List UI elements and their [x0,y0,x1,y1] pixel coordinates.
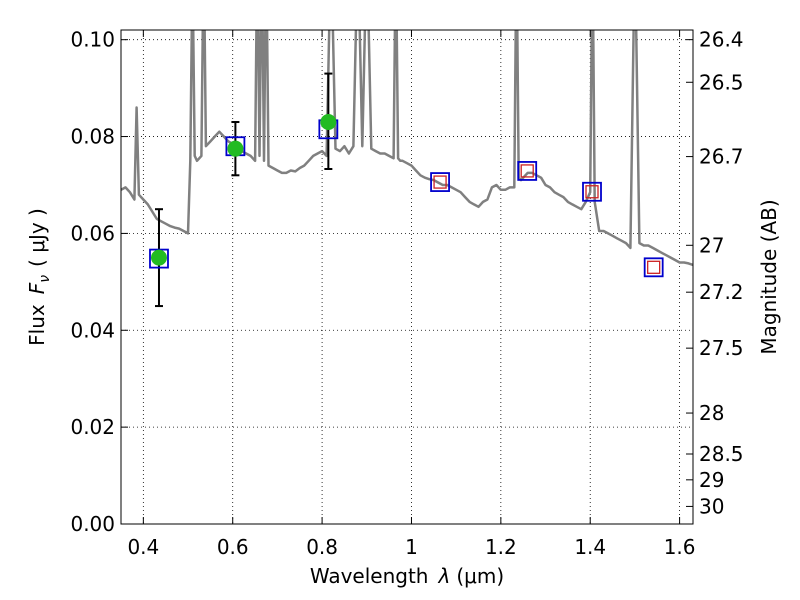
magnitude-tick-label: 26.5 [699,70,744,94]
magnitude-axis-title: Magnitude (AB) [757,199,781,354]
magnitude-tick-label: 29 [699,468,724,492]
error-bars [154,72,333,308]
model-photometry-box [582,181,602,202]
upper-limit-series [433,164,661,274]
magnitude-tick-label: 27.5 [699,336,744,360]
y-axis-title: FluxFν( μJy ) [25,208,53,346]
upper-limit-marker [647,260,661,274]
model-photometry-box [517,161,538,181]
y-tick-label: 0.10 [70,28,115,52]
model-photometry-box [430,172,450,192]
y-tick-label: 0.06 [70,221,115,245]
x-axis-title: Wavelength λ (μm) [310,564,504,588]
magnitude-tick-label: 30 [699,494,724,518]
grid-lines [121,30,693,525]
model-photometry-box [149,248,169,269]
upper-limit-marker [520,164,534,178]
observed-point [227,140,244,157]
x-axis-ticks: 0.4 0.6 0.8 1 1.2 1.4 1.6 [127,30,696,559]
spectrum-line [121,30,693,267]
magnitude-tick-label: 26.4 [699,28,744,52]
y-tick-label: 0.02 [70,415,115,439]
magnitude-tick-label: 27 [699,233,724,257]
x-tick-label: 0.6 [217,535,249,559]
magnitude-tick-label: 27.2 [699,280,744,304]
y-tick-label: 0.00 [70,512,115,536]
y-tick-label: 0.08 [70,125,115,149]
y-tick-label: 0.04 [70,318,115,342]
x-tick-label: 1 [405,535,418,559]
model-photometry-box [643,257,664,278]
observed-point [150,249,167,266]
upper-limit-marker [585,185,599,199]
magnitude-tick-label: 28 [699,401,724,425]
x-tick-label: 1.6 [664,535,696,559]
x-tick-label: 1.2 [485,535,517,559]
spectrum-series [121,30,693,267]
plot-frame [120,29,694,525]
magnitude-tick-label: 26.7 [699,145,744,169]
x-tick-label: 0.4 [127,535,159,559]
observed-point [320,114,337,131]
x-tick-label: 0.8 [306,535,338,559]
x-tick-label: 1.4 [574,535,606,559]
observed-photometry-series [150,114,337,266]
magnitude-tick-label: 28.5 [699,442,744,466]
y-axis-ticks: 0.00 0.02 0.04 0.06 0.08 0.10 [70,28,128,536]
upper-limit-marker [433,175,447,189]
